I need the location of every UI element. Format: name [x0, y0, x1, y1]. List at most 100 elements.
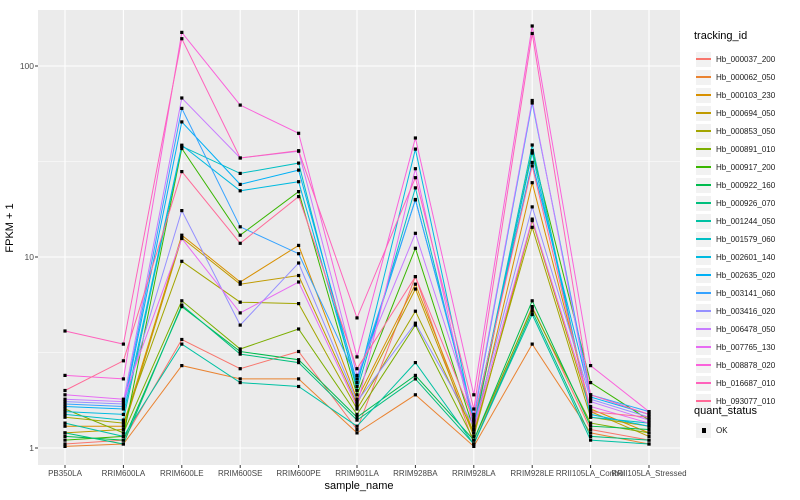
data-point	[355, 397, 359, 401]
data-point	[355, 400, 359, 404]
data-point	[121, 421, 125, 425]
data-point	[121, 402, 125, 406]
data-point	[63, 442, 67, 446]
data-point	[589, 400, 593, 404]
data-point	[180, 337, 184, 342]
data-point	[180, 342, 184, 346]
data-point	[297, 190, 301, 194]
data-point	[589, 395, 593, 399]
data-point	[589, 397, 593, 401]
data-point	[63, 329, 67, 333]
ok-marker-icon	[696, 422, 711, 438]
data-point	[647, 427, 651, 432]
legend-entry-label: Hb_000853_050	[716, 126, 776, 136]
data-point	[238, 347, 242, 351]
data-point	[530, 151, 534, 155]
data-point	[589, 393, 593, 397]
legend-entry-label: Hb_007765_130	[716, 342, 776, 352]
legend-entry: Hb_002635_020	[696, 266, 775, 284]
legend-key-line-icon	[696, 393, 711, 409]
data-point	[413, 176, 417, 180]
data-point	[238, 381, 242, 385]
legend-key-line-icon	[696, 375, 711, 391]
legend-entry-label: Hb_093077_010	[716, 396, 776, 406]
data-point	[589, 421, 593, 425]
legend-key-line-icon	[696, 141, 711, 157]
data-point	[413, 373, 417, 377]
data-point	[121, 412, 125, 416]
data-point	[413, 275, 417, 279]
data-point	[238, 156, 242, 160]
data-point	[355, 316, 359, 320]
data-point	[238, 282, 242, 286]
data-point	[180, 236, 184, 241]
data-point	[530, 225, 534, 229]
data-point	[647, 410, 651, 414]
data-point	[355, 407, 359, 411]
data-point	[647, 438, 651, 442]
data-point	[530, 160, 534, 164]
data-point	[589, 438, 593, 442]
data-point	[238, 377, 242, 381]
data-point	[355, 373, 359, 377]
data-point	[63, 431, 67, 435]
data-point	[472, 442, 476, 446]
data-point	[297, 180, 301, 184]
legend-entry-label: Hb_000062_050	[716, 72, 776, 82]
data-point	[297, 327, 301, 331]
data-point	[355, 412, 359, 416]
legend-key-line-icon	[696, 123, 711, 139]
data-point	[63, 373, 67, 377]
data-point	[238, 103, 242, 107]
x-tick-label: RRIM600LE	[160, 469, 204, 478]
data-point	[589, 381, 593, 385]
x-tick-label: RRIM600LA	[101, 469, 146, 478]
data-point	[647, 421, 651, 425]
data-point	[180, 37, 184, 41]
legend-entry: Hb_003141_060	[696, 284, 775, 302]
data-point	[121, 418, 125, 422]
legend-entry-label: Hb_000917_200	[716, 162, 776, 172]
data-point	[413, 323, 417, 327]
legend-entry: Hb_000037_200	[696, 50, 775, 68]
data-point	[530, 312, 534, 317]
legend-entry-label: Hb_008878_020	[716, 360, 776, 370]
legend-entry-label: Hb_006478_050	[716, 324, 776, 334]
legend-entry-label: Hb_000694_050	[716, 108, 776, 118]
data-point	[530, 164, 534, 168]
data-point	[530, 342, 534, 346]
legend-key-line-icon	[696, 87, 711, 103]
data-point	[238, 367, 242, 371]
legend-entry: Hb_007765_130	[696, 338, 775, 356]
data-point	[63, 434, 67, 438]
legend-entry-label: Hb_000922_160	[716, 180, 776, 190]
data-point	[530, 143, 534, 147]
data-point	[472, 444, 476, 448]
legend-key-line-icon	[696, 231, 711, 247]
data-point	[180, 30, 184, 34]
data-point	[355, 404, 359, 409]
data-point	[589, 407, 593, 411]
legend-key-line-icon	[696, 321, 711, 337]
data-point	[238, 241, 242, 245]
data-point	[472, 427, 476, 432]
data-point	[238, 352, 242, 356]
y-tick-label: 100	[19, 60, 34, 71]
data-point	[355, 384, 359, 389]
data-point	[238, 311, 242, 315]
data-point	[355, 388, 359, 393]
data-point	[472, 421, 476, 425]
data-point	[355, 402, 359, 406]
data-point	[647, 412, 651, 416]
data-point	[297, 131, 301, 135]
legend-entry: Hb_000926_070	[696, 194, 775, 212]
data-point	[63, 410, 67, 414]
data-point	[297, 261, 301, 265]
data-point	[121, 400, 125, 404]
data-point	[589, 434, 593, 438]
legend-entry-label: Hb_001244_050	[716, 216, 776, 226]
data-point	[530, 299, 534, 303]
data-point	[647, 424, 651, 428]
data-point	[297, 349, 301, 354]
